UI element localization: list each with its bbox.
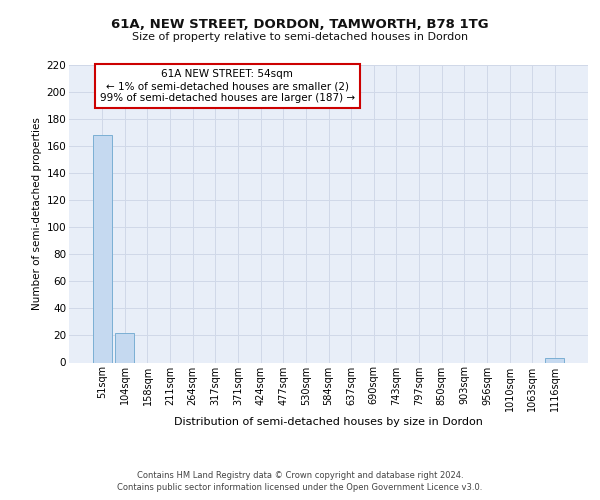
- Text: 61A NEW STREET: 54sqm
← 1% of semi-detached houses are smaller (2)
99% of semi-d: 61A NEW STREET: 54sqm ← 1% of semi-detac…: [100, 70, 355, 102]
- Bar: [92, 136, 112, 362]
- Text: 61A, NEW STREET, DORDON, TAMWORTH, B78 1TG: 61A, NEW STREET, DORDON, TAMWORTH, B78 1…: [111, 18, 489, 30]
- X-axis label: Distribution of semi-detached houses by size in Dordon: Distribution of semi-detached houses by …: [174, 418, 483, 428]
- Y-axis label: Number of semi-detached properties: Number of semi-detached properties: [32, 118, 43, 310]
- Bar: [115, 333, 134, 362]
- Text: Contains HM Land Registry data © Crown copyright and database right 2024.
Contai: Contains HM Land Registry data © Crown c…: [118, 471, 482, 492]
- Bar: [545, 358, 565, 362]
- Text: Size of property relative to semi-detached houses in Dordon: Size of property relative to semi-detach…: [132, 32, 468, 42]
